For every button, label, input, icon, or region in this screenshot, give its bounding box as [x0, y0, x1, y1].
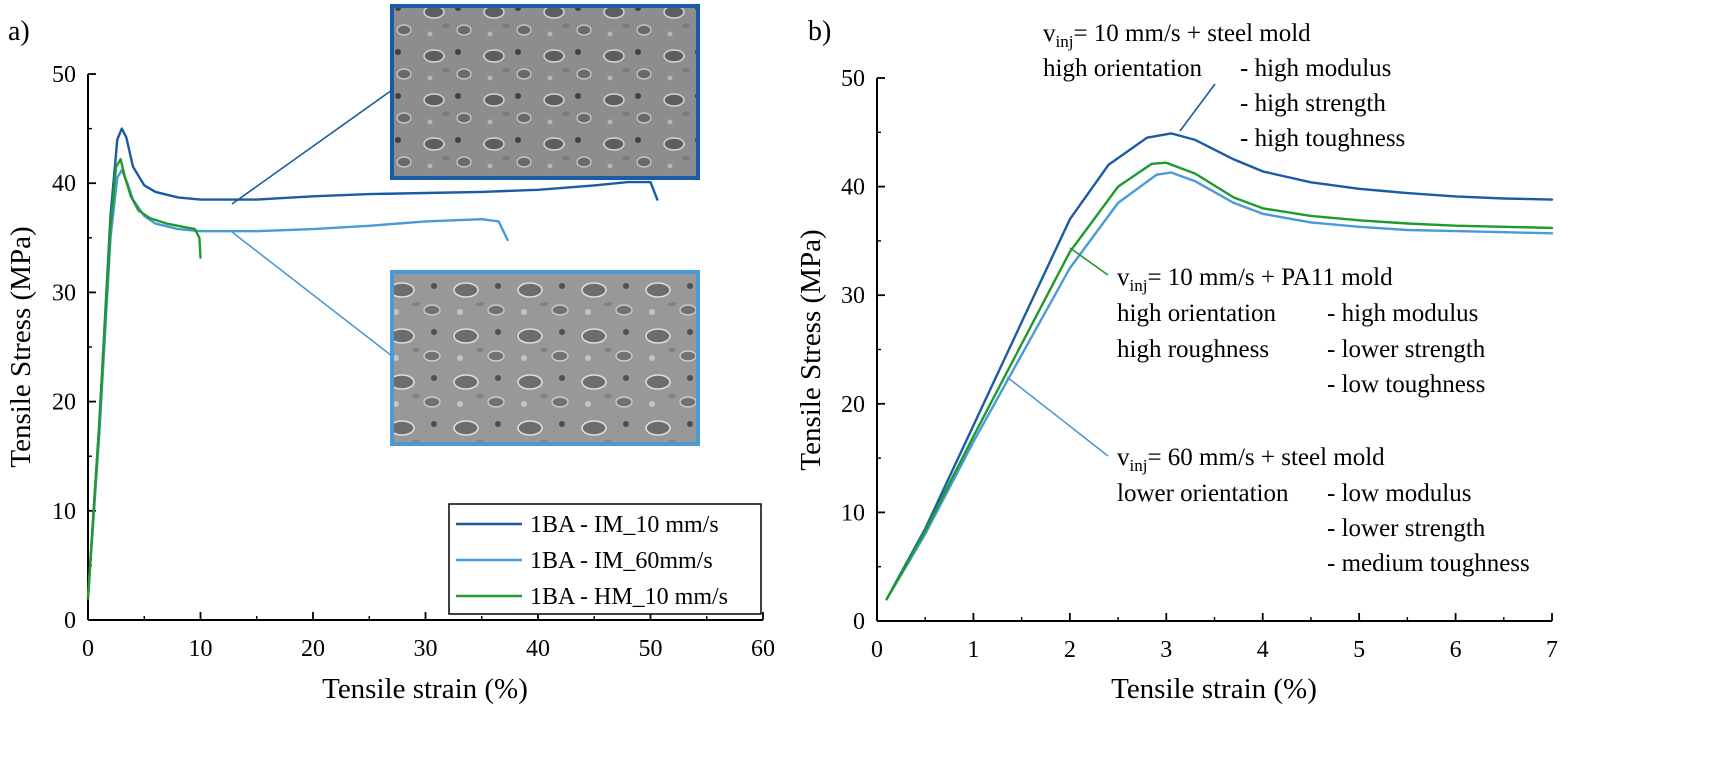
- annotation-im60-condition: vinj= 60 mm/s + steel mold: [1117, 444, 1385, 475]
- annotation-im10-strength: - high strength: [1240, 90, 1386, 117]
- y-tick-label-a: 20: [52, 390, 76, 416]
- legend-label-im10: 1BA - IM_10 mm/s: [530, 512, 719, 538]
- x-tick-label-b: 6: [1450, 637, 1462, 663]
- series-group-a: [86, 127, 659, 600]
- annotation-hm10-strength: - lower strength: [1327, 336, 1486, 363]
- annotation-im60-modulus: - low modulus: [1327, 480, 1471, 507]
- y-tick-label-a: 10: [52, 499, 76, 525]
- annotation-pointer-im10: [1179, 83, 1216, 132]
- x-tick-label-b: 0: [871, 637, 883, 663]
- annotation-im60-toughness: - medium toughness: [1327, 550, 1530, 577]
- series-line-a-1ba-im-60mm-s: [86, 168, 509, 600]
- series-line-a-1ba-im-10-mm-s: [86, 127, 659, 600]
- y-tick-label-b: 0: [853, 609, 865, 635]
- legend-label-im60: 1BA - IM_60mm/s: [530, 548, 713, 574]
- series-line-a-1ba-hm-10-mm-s: [86, 157, 202, 600]
- chart-panel-a: a) 0 10 20 30 40 50 60 0 10 20 30 40 50 Tensile stra…: [5, 4, 775, 705]
- x-tick-label-a: 50: [639, 636, 663, 662]
- annotation-im10-modulus: - high modulus: [1240, 55, 1391, 82]
- annotation-hm10-roughness: high roughness: [1117, 336, 1269, 363]
- legend-a: 1BA - IM_10 mm/s 1BA - IM_60mm/s 1BA - H…: [448, 503, 762, 615]
- x-axis-label-a: Tensile strain (%): [322, 673, 528, 705]
- sem-connector-im60: [231, 231, 393, 357]
- chart-panel-b: b) 0 1 2 3 4 5 6 7 0 10 20 30 40 50 Tensile strain (%…: [795, 16, 1558, 705]
- annotation-im10-condition: vinj= 10 mm/s + steel mold: [1043, 20, 1311, 51]
- x-tick-label-a: 10: [189, 636, 213, 662]
- annotation-pointer-hm10: [1069, 247, 1109, 276]
- x-tick-label-b: 5: [1353, 637, 1365, 663]
- x-tick-label-b: 4: [1257, 637, 1269, 663]
- annotation-pointer-im60: [1006, 376, 1109, 457]
- annotation-im60: vinj= 60 mm/s + steel mold lower orienta…: [1117, 444, 1530, 577]
- annotation-im60-orientation: lower orientation: [1117, 480, 1289, 507]
- y-tick-label-b: 10: [841, 500, 865, 526]
- x-tick-label-b: 3: [1160, 637, 1172, 663]
- y-tick-label-b: 20: [841, 392, 865, 418]
- x-tick-label-a: 60: [751, 636, 775, 662]
- panel-label-a: a): [8, 16, 30, 47]
- annotation-hm10-toughness: - low toughness: [1327, 371, 1485, 398]
- y-tick-label-b: 50: [841, 66, 865, 92]
- series-group-b: [885, 132, 1554, 601]
- annotation-im60-strength: - lower strength: [1327, 515, 1486, 542]
- x-tick-label-a: 40: [526, 636, 550, 662]
- sem-image-im10: [390, 4, 700, 180]
- series-line-b-hm-10-mm-s: [885, 161, 1554, 601]
- sem-connector-im10: [231, 89, 393, 205]
- x-tick-label-b: 1: [967, 637, 979, 663]
- y-tick-label-a: 0: [64, 608, 76, 634]
- axis-ticks-b: 0 1 2 3 4 5 6 7 0 10 20 30 40 50: [841, 66, 1558, 663]
- annotation-hm10-condition: vinj= 10 mm/s + PA11 mold: [1117, 264, 1393, 295]
- panel-label-b: b): [808, 16, 831, 47]
- y-tick-label-a: 30: [52, 280, 76, 306]
- x-axis-label-b: Tensile strain (%): [1111, 673, 1317, 705]
- sem-image-im60: [390, 270, 700, 446]
- annotation-hm10: vinj= 10 mm/s + PA11 mold high orientati…: [1117, 264, 1486, 398]
- x-tick-label-a: 0: [82, 636, 94, 662]
- axis-ticks-a: 0 10 20 30 40 50 60 0 10 20 30 40 50: [52, 62, 775, 662]
- x-tick-label-b: 7: [1546, 637, 1558, 663]
- y-tick-label-b: 40: [841, 175, 865, 201]
- annotation-im10-orientation: high orientation: [1043, 55, 1202, 82]
- annotation-im10-toughness: - high toughness: [1240, 125, 1405, 152]
- y-tick-label-a: 40: [52, 171, 76, 197]
- y-tick-label-a: 50: [52, 62, 76, 88]
- x-tick-label-b: 2: [1064, 637, 1076, 663]
- y-axis-label-b: Tensile Stress (MPa): [795, 229, 827, 470]
- annotation-im10: vinj= 10 mm/s + steel mold high orientat…: [1043, 20, 1405, 152]
- annotation-hm10-modulus: - high modulus: [1327, 300, 1478, 327]
- legend-label-hm10: 1BA - HM_10 mm/s: [530, 584, 728, 610]
- annotation-hm10-orientation: high orientation: [1117, 300, 1276, 327]
- y-axis-label-a: Tensile Stress (MPa): [5, 226, 37, 467]
- y-tick-label-b: 30: [841, 283, 865, 309]
- x-tick-label-a: 20: [301, 636, 325, 662]
- series-line-b-im-60mm-s: [885, 171, 1554, 601]
- series-line-b-im-10-mm-s: [885, 132, 1554, 601]
- x-tick-label-a: 30: [414, 636, 438, 662]
